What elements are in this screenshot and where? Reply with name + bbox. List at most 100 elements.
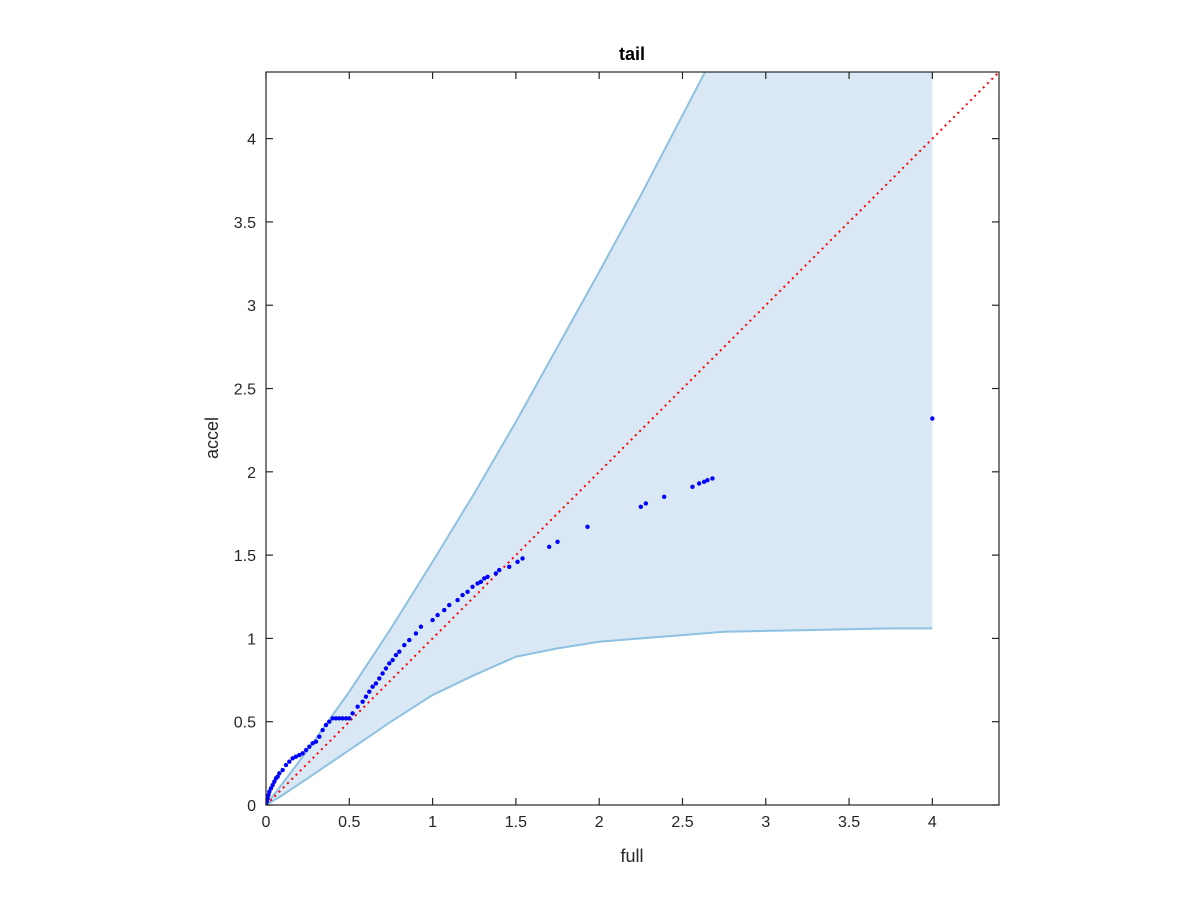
y-tick-label: 1.5 <box>234 548 256 565</box>
x-tick-label: 2 <box>595 814 604 831</box>
data-point <box>435 612 440 618</box>
data-point <box>307 744 312 749</box>
data-point <box>701 479 707 485</box>
x-tick-label: 3 <box>761 814 770 831</box>
data-point <box>643 501 649 506</box>
data-point <box>303 747 309 753</box>
data-point <box>355 704 360 709</box>
axes-box <box>265 71 1000 806</box>
data-point <box>367 689 372 694</box>
data-point <box>373 681 379 686</box>
plot-area <box>266 72 999 805</box>
data-point <box>705 477 710 483</box>
data-point <box>585 524 590 529</box>
data-point <box>470 584 475 589</box>
data-point <box>272 779 277 784</box>
y-tick-label: 3.5 <box>234 215 256 232</box>
y-tick-label: 0.5 <box>234 715 256 732</box>
data-point <box>283 762 289 768</box>
data-point <box>430 617 435 623</box>
data-point <box>343 716 349 721</box>
data-point <box>268 786 274 791</box>
x-tick-label: 3.5 <box>838 814 860 831</box>
data-point <box>327 719 332 724</box>
data-point <box>293 754 299 759</box>
data-point <box>397 649 402 654</box>
data-point <box>340 716 345 721</box>
y-tick-label: 2.5 <box>234 382 256 399</box>
x-tick-label: 1 <box>428 814 437 831</box>
axes: 0 0.5 1 1.5 2 2.5 3 3.5 4 0 0.5 1 1.5 2 2.5 3 3.5 4 <box>234 71 1000 831</box>
data-point <box>447 602 452 608</box>
data-point <box>300 751 305 756</box>
x-axis-label: full <box>620 846 643 866</box>
data-point <box>930 416 935 421</box>
data-point <box>485 574 490 579</box>
data-point <box>475 581 480 586</box>
data-point <box>330 716 335 721</box>
y-tick-label: 3 <box>247 298 256 315</box>
data-point <box>387 661 392 666</box>
data-point <box>275 774 280 779</box>
data-point <box>287 759 292 764</box>
data-point <box>266 792 271 798</box>
data-point <box>266 796 270 801</box>
y-tick-label: 4 <box>247 132 256 149</box>
data-point <box>465 589 470 594</box>
data-point <box>337 716 342 721</box>
data-point <box>333 716 339 721</box>
data-point <box>297 752 302 758</box>
band-lower-edge <box>266 627 933 805</box>
data-point <box>267 789 272 794</box>
data-point <box>710 476 715 481</box>
y-axis-label: accel <box>202 417 222 459</box>
data-point <box>363 694 369 699</box>
data-point <box>507 564 512 569</box>
chart-title: tail <box>619 44 645 64</box>
data-point <box>370 684 375 689</box>
data-point <box>493 571 499 576</box>
data-point <box>455 597 460 603</box>
y-tick-label: 1 <box>247 631 256 648</box>
band-upper-edge <box>266 72 707 805</box>
y-tick-label: 0 <box>247 798 256 815</box>
data-point <box>690 484 695 490</box>
data-point <box>547 544 552 549</box>
data-point <box>350 711 355 716</box>
data-points <box>266 416 935 805</box>
data-point <box>270 782 275 788</box>
data-point <box>418 624 424 629</box>
x-tick-label: 4 <box>928 814 937 831</box>
data-point <box>661 494 667 500</box>
data-point <box>460 592 465 598</box>
data-point <box>377 676 382 681</box>
data-point <box>383 666 389 671</box>
data-point <box>277 771 282 776</box>
data-point <box>520 556 525 561</box>
data-point <box>515 559 520 564</box>
data-point <box>413 631 419 636</box>
data-point <box>638 504 644 510</box>
x-tick-label: 1.5 <box>505 814 527 831</box>
data-point <box>407 637 412 643</box>
data-point <box>317 734 322 739</box>
data-point <box>442 607 447 613</box>
data-point <box>347 716 352 721</box>
data-point <box>497 567 502 573</box>
data-point <box>313 739 319 744</box>
data-point <box>380 671 385 676</box>
y-tick-label: 2 <box>247 465 256 482</box>
data-point <box>360 699 365 704</box>
data-point <box>310 741 315 746</box>
data-point <box>478 579 484 584</box>
data-point <box>266 799 270 804</box>
data-point <box>280 767 285 773</box>
data-point <box>320 727 325 733</box>
data-point <box>290 756 295 761</box>
x-tick-label: 0.5 <box>338 814 360 831</box>
x-tick-label: 0 <box>262 814 271 831</box>
data-point <box>393 652 399 658</box>
data-point <box>482 576 487 581</box>
x-tick-label: 2.5 <box>671 814 693 831</box>
